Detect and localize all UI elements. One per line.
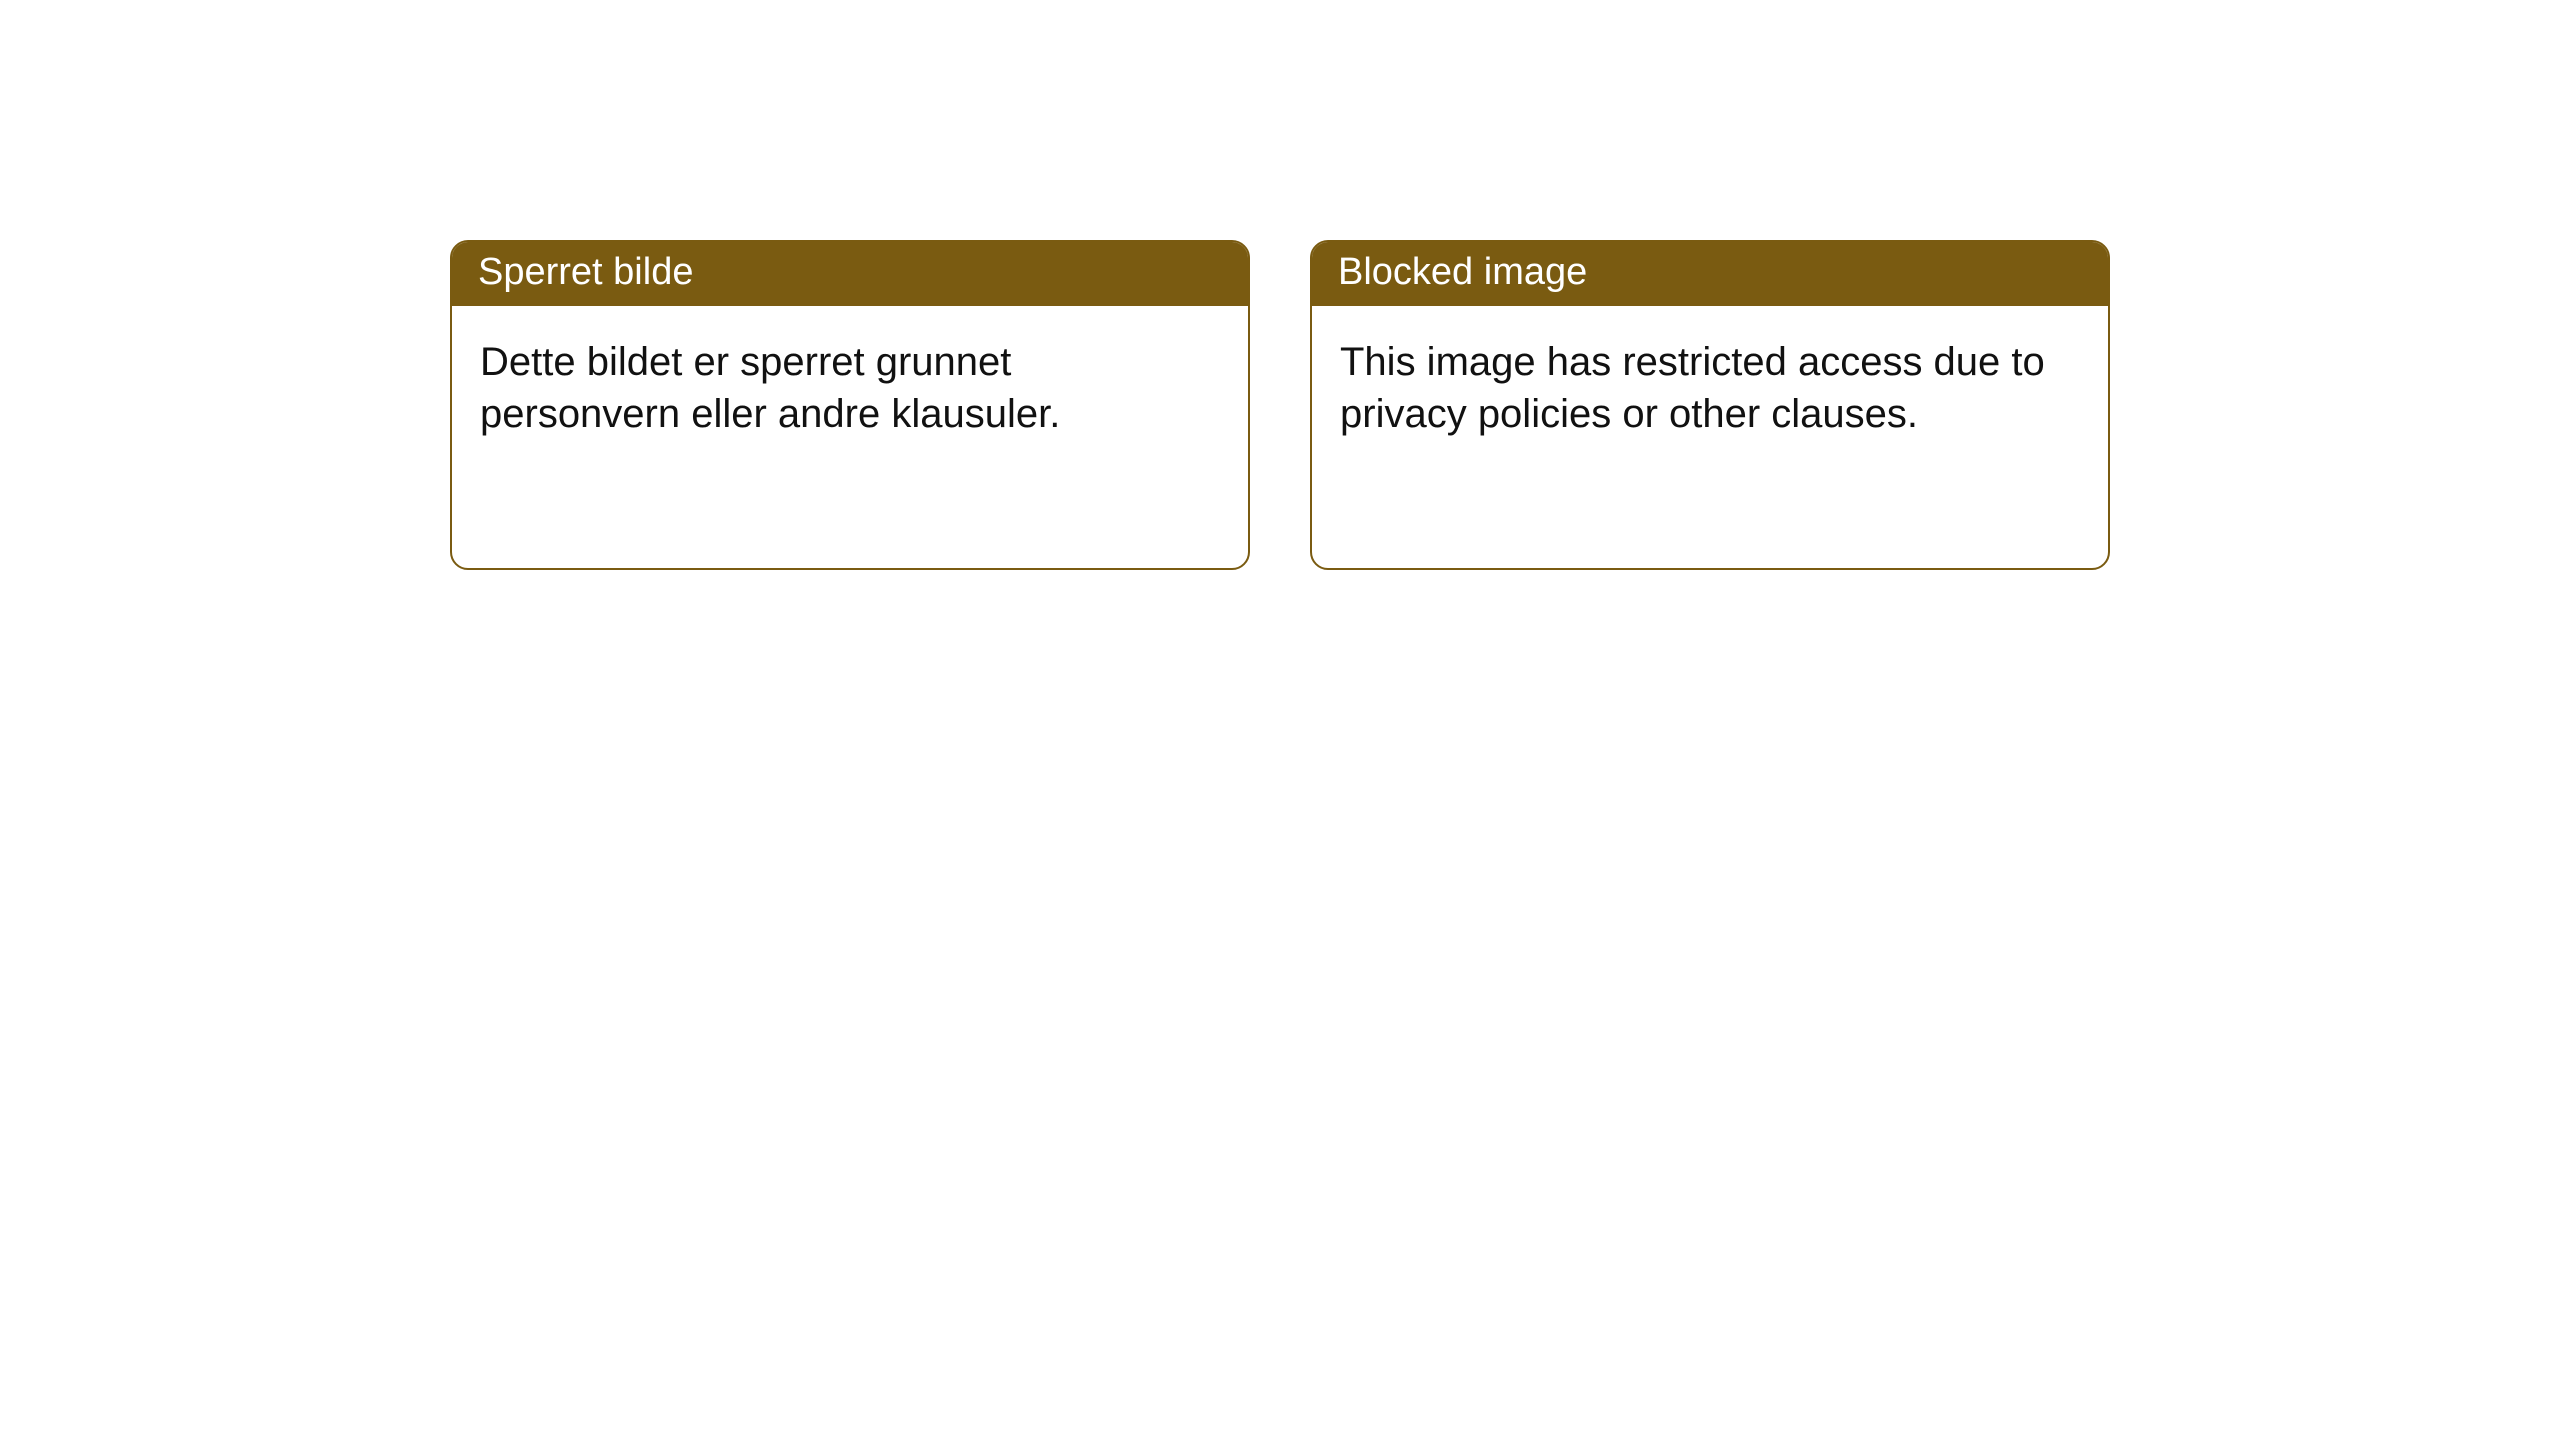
notice-body: This image has restricted access due to … — [1312, 306, 2108, 466]
notice-header: Blocked image — [1312, 242, 2108, 306]
notice-box-english: Blocked image This image has restricted … — [1310, 240, 2110, 570]
notices-container: Sperret bilde Dette bildet er sperret gr… — [0, 0, 2560, 570]
notice-header: Sperret bilde — [452, 242, 1248, 306]
notice-body: Dette bildet er sperret grunnet personve… — [452, 306, 1248, 466]
notice-box-norwegian: Sperret bilde Dette bildet er sperret gr… — [450, 240, 1250, 570]
